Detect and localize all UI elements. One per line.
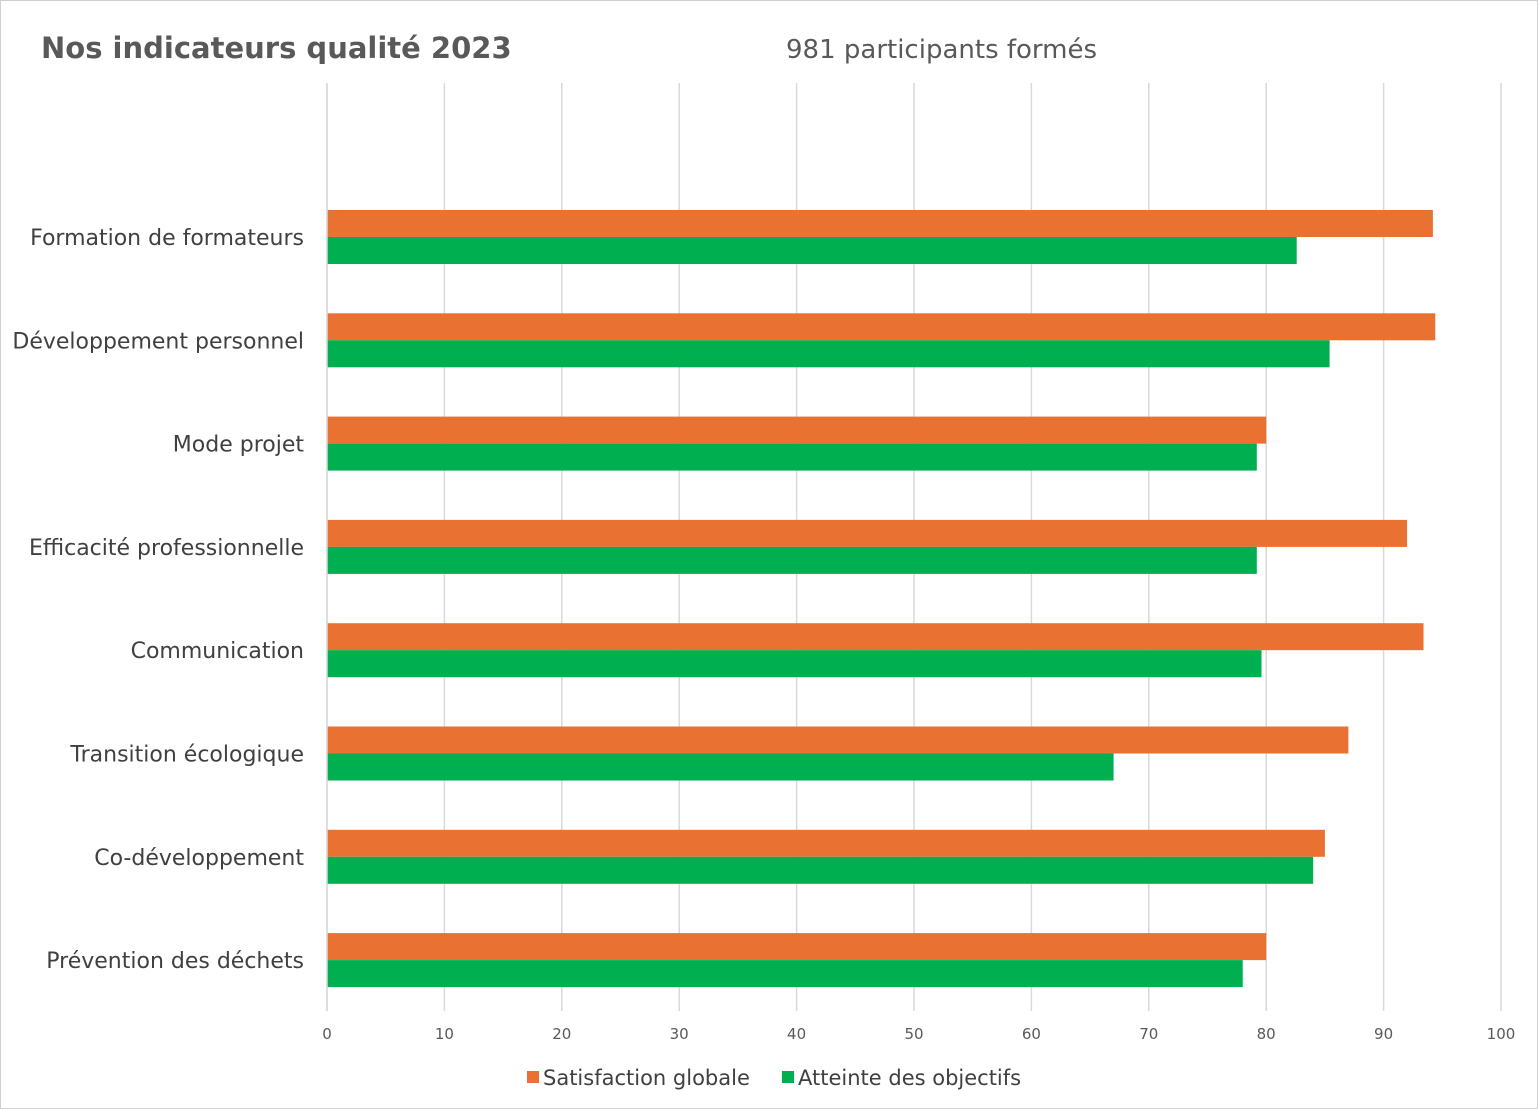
bar-atteinte-4 [327,650,1262,678]
category-label: Transition écologique [69,743,304,768]
bar-satisfaction-2 [327,416,1267,444]
bar-atteinte-5 [327,753,1114,781]
x-tick-label: 90 [1374,1025,1393,1043]
legend-label-1: Atteinte des objectifs [798,1066,1021,1090]
x-tick-label: 0 [322,1025,332,1043]
bar-atteinte-1 [327,340,1330,368]
x-tick-label: 20 [552,1025,571,1043]
x-tick-label: 30 [670,1025,689,1043]
bar-atteinte-7 [327,960,1243,988]
bar-satisfaction-3 [327,519,1408,547]
bar-atteinte-0 [327,237,1297,264]
category-label: Efficacité professionnelle [29,536,304,561]
category-label: Formation de formateurs [30,226,304,251]
bar-satisfaction-5 [327,726,1349,754]
bar-atteinte-6 [327,856,1314,884]
legend: Satisfaction globale Atteinte des objecti… [527,1066,1021,1090]
bar-satisfaction-0 [327,210,1433,237]
category-label: Co-développement [94,846,304,871]
axes: 0 10 20 30 40 50 60 70 80 90 100 Formation de forma… [12,83,1515,1043]
bar-atteinte-2 [327,443,1257,471]
x-tick-label: 60 [1022,1025,1041,1043]
category-label: Communication [131,639,304,664]
chart-title: Nos indicateurs qualité 2023 [41,31,512,65]
x-tick-label: 100 [1487,1025,1516,1043]
chart-subtitle: 981 participants formés [786,35,1098,65]
legend-swatch-0 [527,1071,539,1083]
category-label: Mode projet [173,433,305,458]
legend-swatch-1 [782,1071,794,1083]
x-tick-label: 80 [1257,1025,1276,1043]
category-label: Prévention des déchets [46,949,304,974]
legend-label-0: Satisfaction globale [543,1066,750,1090]
x-tick-label: 50 [904,1025,923,1043]
bar-satisfaction-7 [327,933,1267,961]
bar-satisfaction-6 [327,829,1325,857]
bar-satisfaction-1 [327,313,1436,341]
x-tick-label: 40 [787,1025,806,1043]
bar-satisfaction-4 [327,623,1424,651]
x-tick-label: 70 [1139,1025,1158,1043]
x-tick-label: 10 [435,1025,454,1043]
bar-atteinte-3 [327,546,1257,574]
category-label: Développement personnel [12,329,304,354]
bars [327,210,1436,988]
